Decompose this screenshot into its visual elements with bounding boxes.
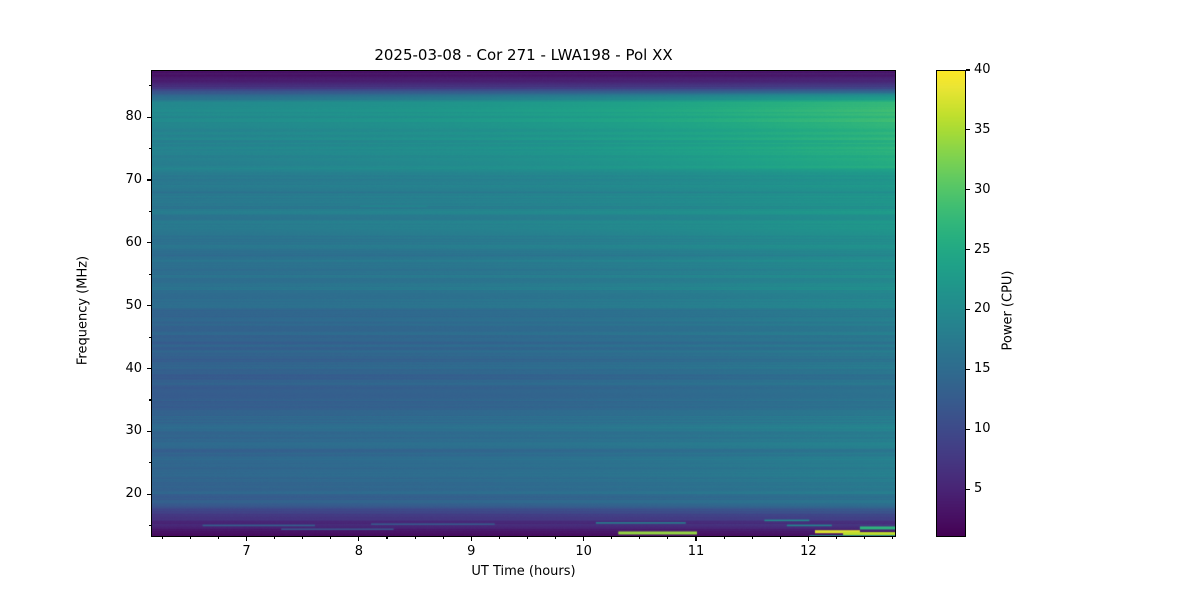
colorbar-tick-mark bbox=[966, 308, 970, 311]
x-tick-label: 7 bbox=[242, 544, 251, 559]
colorbar-tick-label: 15 bbox=[974, 361, 991, 377]
x-tick-label: 11 bbox=[687, 544, 705, 559]
colorbar-tick-label: 5 bbox=[974, 481, 983, 497]
y-tick-mark bbox=[149, 210, 152, 212]
y-tick-label: 50 bbox=[125, 297, 142, 313]
x-tick-mark bbox=[470, 537, 472, 541]
y-tick-mark bbox=[149, 273, 152, 275]
y-tick-mark bbox=[149, 462, 152, 464]
y-tick-mark bbox=[149, 336, 152, 338]
x-tick-mark bbox=[330, 537, 332, 540]
y-tick-label: 70 bbox=[125, 171, 142, 187]
colorbar-tick-label: 25 bbox=[974, 241, 991, 257]
x-tick-mark bbox=[611, 537, 613, 540]
x-tick-mark bbox=[779, 537, 781, 540]
x-tick-mark bbox=[526, 537, 528, 540]
x-tick-mark bbox=[639, 537, 641, 540]
x-tick-mark bbox=[583, 537, 585, 541]
colorbar-tick-label: 10 bbox=[974, 421, 991, 437]
y-tick-mark bbox=[147, 179, 151, 181]
colorbar-gradient bbox=[937, 71, 965, 536]
y-tick-label: 80 bbox=[125, 109, 142, 125]
x-tick-mark bbox=[386, 537, 388, 540]
x-tick-mark bbox=[498, 537, 500, 540]
y-tick-mark bbox=[149, 85, 152, 87]
y-tick-label: 60 bbox=[125, 234, 142, 250]
y-tick-label: 20 bbox=[125, 486, 142, 502]
y-tick-mark bbox=[147, 493, 151, 495]
y-tick-mark bbox=[147, 430, 151, 432]
spectrogram-plot-area bbox=[151, 70, 896, 537]
chart-title: 2025-03-08 - Cor 271 - LWA198 - Pol XX bbox=[374, 46, 673, 64]
colorbar-tick-mark bbox=[966, 368, 970, 370]
x-tick-mark bbox=[442, 537, 444, 540]
colorbar-tick-mark bbox=[966, 428, 970, 430]
x-tick-mark bbox=[807, 537, 809, 541]
spectrogram-heatmap bbox=[152, 71, 895, 536]
colorbar-tick-mark bbox=[966, 129, 970, 131]
y-tick-mark bbox=[149, 148, 152, 150]
colorbar-tick-label: 20 bbox=[974, 301, 991, 317]
x-tick-label: 9 bbox=[467, 544, 476, 559]
y-tick-mark bbox=[147, 305, 151, 307]
x-tick-mark bbox=[217, 537, 219, 540]
y-tick-mark bbox=[147, 368, 151, 370]
x-tick-label: 10 bbox=[575, 544, 592, 559]
x-tick-mark bbox=[723, 537, 725, 540]
x-tick-mark bbox=[245, 537, 248, 541]
y-axis-label: Frequency (MHz) bbox=[75, 255, 91, 366]
colorbar-tick-label: 35 bbox=[974, 121, 991, 137]
colorbar-tick-mark bbox=[966, 189, 970, 191]
y-tick-label: 30 bbox=[125, 423, 142, 439]
colorbar-tick-mark bbox=[966, 488, 970, 490]
y-tick-mark bbox=[147, 242, 151, 244]
x-tick-mark bbox=[863, 537, 866, 540]
colorbar-tick-mark bbox=[966, 249, 970, 251]
colorbar-tick-label: 30 bbox=[974, 181, 991, 197]
x-tick-mark bbox=[189, 537, 191, 540]
x-tick-mark bbox=[358, 537, 360, 541]
colorbar-tick-label: 40 bbox=[974, 62, 991, 77]
x-tick-mark bbox=[695, 537, 697, 541]
x-axis-label: UT Time (hours) bbox=[471, 564, 576, 579]
x-tick-mark bbox=[835, 537, 837, 540]
x-tick-mark bbox=[892, 537, 894, 540]
x-tick-mark bbox=[667, 537, 669, 540]
x-tick-mark bbox=[302, 537, 304, 540]
x-tick-label: 12 bbox=[800, 544, 817, 559]
x-tick-mark bbox=[274, 537, 276, 540]
x-tick-label: 8 bbox=[354, 544, 364, 559]
y-tick-mark bbox=[149, 399, 152, 401]
colorbar-tick-mark bbox=[966, 69, 970, 71]
colorbar bbox=[936, 70, 966, 537]
y-tick-mark bbox=[147, 116, 151, 118]
x-tick-mark bbox=[161, 537, 163, 540]
x-tick-mark bbox=[414, 537, 416, 540]
y-tick-mark bbox=[149, 525, 152, 527]
y-tick-label: 40 bbox=[125, 360, 142, 376]
x-tick-mark bbox=[554, 537, 557, 540]
x-tick-mark bbox=[751, 537, 753, 540]
